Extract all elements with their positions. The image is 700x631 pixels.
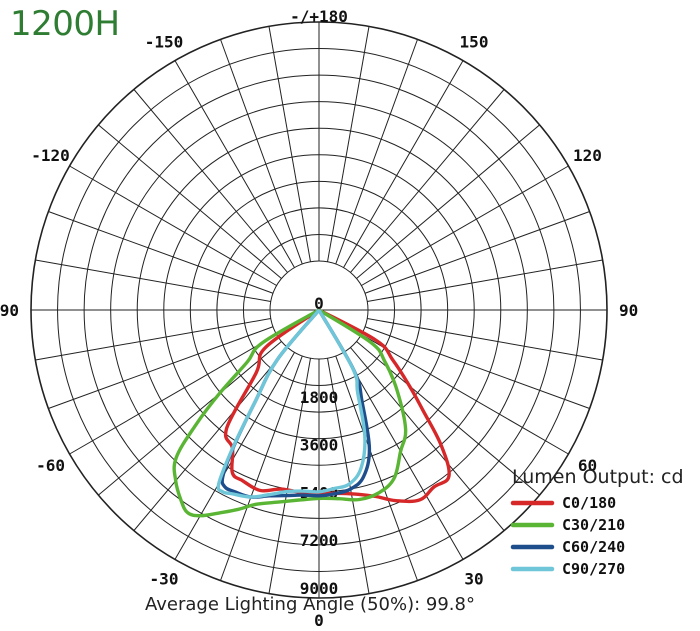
angle-label: -60 xyxy=(36,456,65,475)
angle-label: 30 xyxy=(464,569,483,588)
ring-label: 0 xyxy=(314,294,324,313)
series-curve-2 xyxy=(172,308,408,518)
grid-spoke xyxy=(268,358,311,594)
grid-spoke xyxy=(98,124,282,279)
grid-spoke xyxy=(350,89,505,273)
grid-spoke xyxy=(343,60,464,268)
angle-label: 120 xyxy=(573,146,602,165)
grid-spoke xyxy=(367,259,603,302)
grid-spoke xyxy=(327,26,370,262)
grid-spoke xyxy=(133,89,288,273)
grid-spoke xyxy=(48,326,274,409)
legend-entry: C0/180 xyxy=(562,494,616,512)
grid-spoke xyxy=(220,355,303,581)
polar-grid xyxy=(30,21,608,599)
grid-spoke xyxy=(35,318,271,361)
angle-label: 150 xyxy=(460,33,489,52)
grid-spoke xyxy=(98,341,282,496)
grid-spoke xyxy=(268,26,311,262)
grid-spoke xyxy=(35,259,271,302)
average-lighting-angle: Average Lighting Angle (50%): 99.8° xyxy=(145,594,475,615)
grid-spoke xyxy=(69,165,277,286)
series-curve-1 xyxy=(223,308,451,504)
ring-label: 3600 xyxy=(300,436,339,455)
grid-spoke xyxy=(335,39,418,265)
grid-spoke xyxy=(133,347,288,531)
grid-spoke xyxy=(174,352,295,560)
grid-spoke xyxy=(174,60,295,268)
ring-label: 9000 xyxy=(300,579,339,598)
series-curve-4 xyxy=(216,308,367,499)
ring-label: 7200 xyxy=(300,531,339,550)
angle-label: 90 xyxy=(619,301,638,320)
grid-spoke xyxy=(364,326,590,409)
legend-title: Lumen Output: cd xyxy=(512,466,684,488)
grid-spoke xyxy=(361,334,569,455)
angle-label: -30 xyxy=(150,569,179,588)
grid-spoke xyxy=(48,211,274,294)
grid-spoke xyxy=(364,211,590,294)
legend: C0/180 C30/210 C60/240 C90/270 xyxy=(510,494,625,578)
grid-spoke xyxy=(350,347,505,531)
grid-spoke xyxy=(356,124,540,279)
legend-entry: C60/240 xyxy=(562,538,625,556)
grid-spoke xyxy=(361,165,569,286)
grid-spoke xyxy=(343,352,464,560)
grid-spoke xyxy=(327,358,370,594)
angle-label: -/+180 xyxy=(290,7,348,26)
angle-label: -150 xyxy=(145,33,184,52)
angle-label: -90 xyxy=(0,301,19,320)
legend-entry: C90/270 xyxy=(562,560,625,578)
chart-title: 1200H xyxy=(10,4,120,44)
angle-label: 60 xyxy=(578,456,597,475)
angle-labels: -/+180 150 120 90 60 30 0 -30 -60 -90 -120 -150 xyxy=(0,7,638,630)
angle-label: -120 xyxy=(31,146,70,165)
grid-spoke xyxy=(220,39,303,265)
intensity-curves xyxy=(172,308,451,518)
ring-label: 1800 xyxy=(300,388,339,407)
grid-spoke xyxy=(69,334,277,455)
angle-label: 0 xyxy=(314,611,324,630)
grid-spoke xyxy=(367,318,603,361)
legend-entry: C30/210 xyxy=(562,516,625,534)
grid-spoke xyxy=(335,355,418,581)
